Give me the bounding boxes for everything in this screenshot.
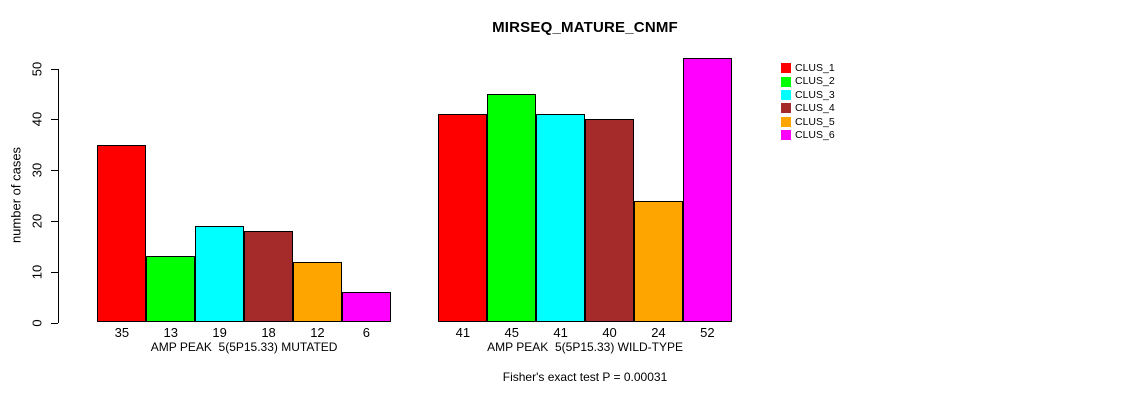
bar-value-label: 35 [114, 325, 130, 340]
bar-value-label: 52 [700, 325, 715, 340]
legend-swatch-icon [781, 103, 791, 114]
bar-value-label: 12 [310, 325, 325, 340]
chart-title: MIRSEQ_MATURE_CNMF [492, 19, 678, 36]
bar-clus_4-group2 [585, 119, 634, 323]
y-tick-label: 30 [29, 162, 45, 178]
legend-label: CLUS_6 [795, 129, 835, 141]
legend-label: CLUS_2 [795, 75, 835, 88]
bar-clus_1-group1 [97, 144, 147, 323]
y-tick-mark [51, 119, 58, 121]
bar-value-label: 6 [362, 325, 370, 340]
legend-item-clus_1: CLUS_1 [781, 63, 835, 74]
bar-clus_5-group2 [634, 200, 683, 323]
bar-value-label: 24 [651, 325, 666, 340]
legend-swatch-icon [781, 90, 791, 101]
bar-value-label: 13 [163, 325, 178, 340]
y-tick-label: 20 [29, 213, 45, 229]
footer-annotation: Fisher's exact test P = 0.00031 [502, 370, 668, 384]
bar-value-label: 18 [261, 325, 276, 340]
legend-item-clus_4: CLUS_4 [781, 103, 835, 114]
legend-item-clus_3: CLUS_3 [781, 90, 835, 101]
bar-clus_6-group1 [341, 292, 391, 323]
bar-clus_5-group1 [293, 261, 342, 323]
legend-label: CLUS_5 [795, 115, 835, 128]
bar-value-label: 19 [212, 325, 227, 340]
bar-clus_3-group1 [195, 225, 245, 323]
legend-swatch-icon [781, 63, 791, 74]
y-tick-label: 10 [29, 264, 45, 279]
legend-swatch-icon [781, 76, 791, 87]
bar-clus_6-group2 [682, 58, 732, 323]
y-tick-label: 40 [29, 112, 45, 127]
bar-clus_2-group2 [487, 93, 537, 323]
legend-label: CLUS_3 [795, 88, 835, 101]
y-tick-mark [51, 322, 58, 324]
y-tick-mark [51, 220, 58, 222]
y-axis-label: number of cases [8, 146, 24, 244]
legend-label: CLUS_4 [795, 102, 835, 115]
legend-item-clus_6: CLUS_6 [781, 130, 835, 141]
bar-clus_2-group1 [146, 256, 196, 323]
y-tick-label: 50 [29, 61, 45, 76]
bar-value-label: 45 [504, 325, 519, 340]
legend-swatch-icon [781, 116, 791, 127]
bar-value-label: 41 [455, 325, 471, 340]
bar-clus_1-group2 [438, 114, 488, 323]
group-label: AMP PEAK 5(5P15.33) MUTATED [150, 340, 338, 354]
legend-item-clus_2: CLUS_2 [781, 76, 835, 87]
y-tick-label: 0 [29, 318, 45, 327]
legend-swatch-icon [781, 130, 791, 141]
y-tick-mark [51, 68, 58, 70]
legend-label: CLUS_1 [795, 62, 835, 74]
bar-value-label: 41 [553, 325, 568, 340]
bar-clus_4-group1 [244, 231, 293, 323]
bar-value-label: 40 [602, 325, 617, 340]
y-tick-mark [51, 271, 58, 273]
bar-clus_3-group2 [536, 114, 586, 323]
y-tick-mark [51, 170, 58, 172]
legend-item-clus_5: CLUS_5 [781, 117, 835, 128]
y-axis-line [58, 68, 59, 323]
group-label: AMP PEAK 5(5P15.33) WILD-TYPE [487, 340, 684, 354]
